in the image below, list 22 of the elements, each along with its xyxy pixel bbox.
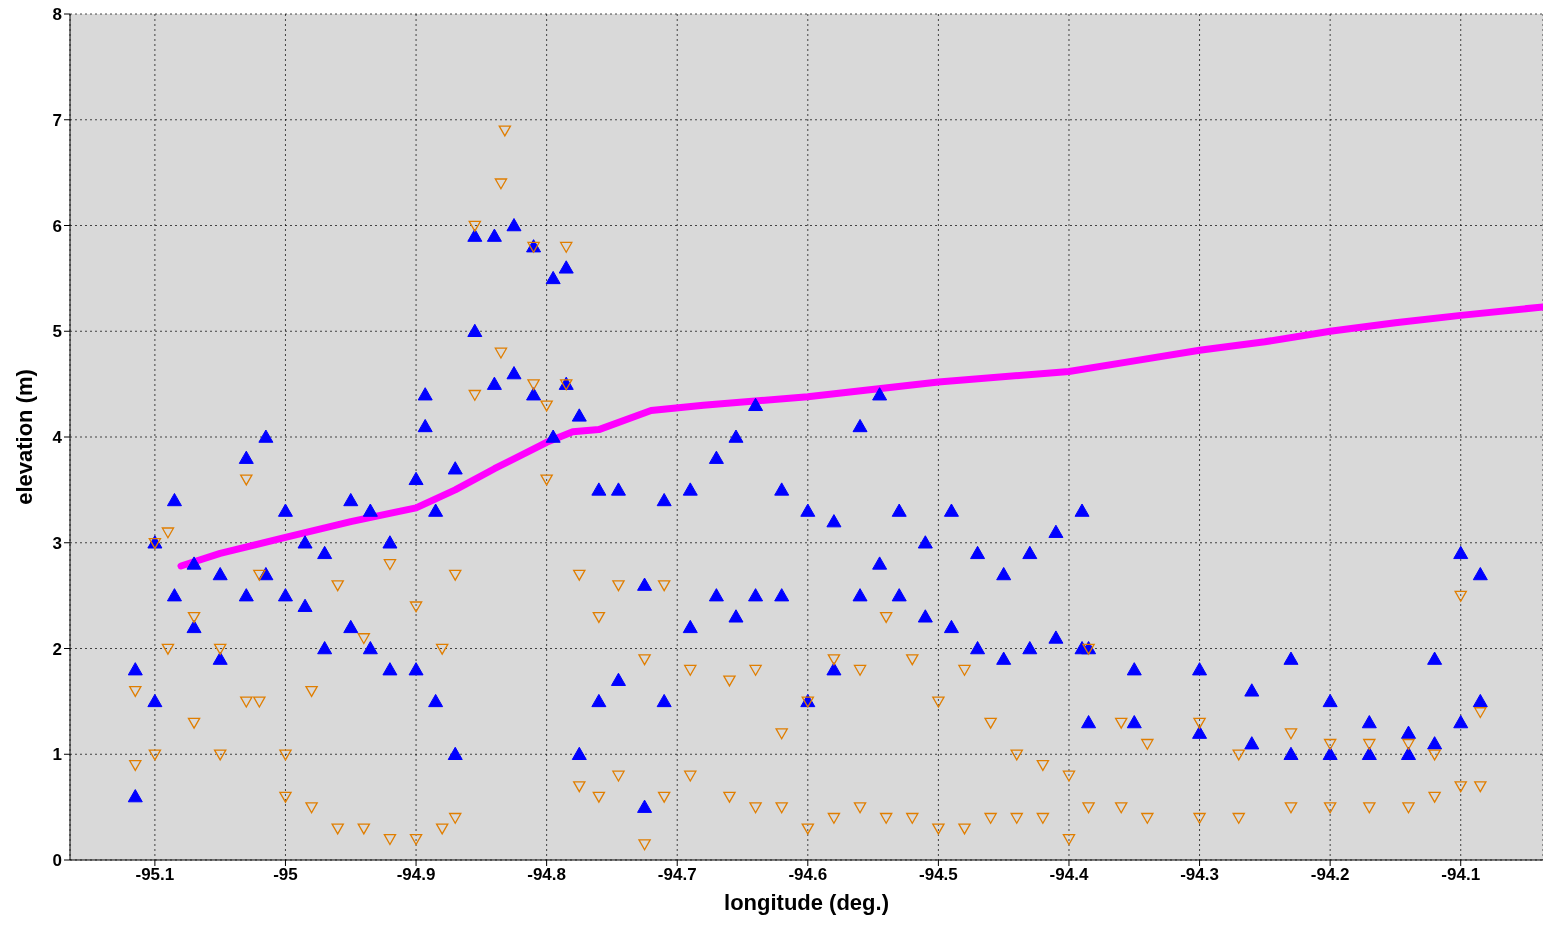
- x-tick-label: -94.3: [1180, 865, 1219, 885]
- x-tick-label: -94.7: [657, 865, 697, 885]
- x-tick-label: -94.2: [1310, 865, 1350, 885]
- y-axis-title: elevation (m): [11, 369, 37, 505]
- y-tick-label: 1: [52, 745, 62, 765]
- x-tick-label: -94.1: [1441, 865, 1481, 885]
- y-tick-label: 0: [52, 851, 62, 871]
- x-tick-label: -95.1: [135, 865, 175, 885]
- y-tick-label: 2: [52, 639, 62, 659]
- y-tick-label: 7: [52, 110, 62, 130]
- y-tick-label: 3: [52, 533, 62, 553]
- y-tick-label: 4: [52, 428, 63, 448]
- x-tick-label: -94.4: [1049, 865, 1089, 885]
- y-tick-label: 8: [52, 5, 62, 25]
- x-tick-label: -94.6: [788, 865, 828, 885]
- x-tick-label: -95: [273, 865, 298, 885]
- y-tick-label: 5: [52, 322, 62, 342]
- y-tick-label: 6: [52, 216, 62, 236]
- x-axis-title: longitude (deg.): [724, 890, 889, 915]
- x-tick-label: -94.8: [527, 865, 567, 885]
- x-tick-label: -94.5: [919, 865, 958, 885]
- x-tick-label: -94.9: [396, 865, 436, 885]
